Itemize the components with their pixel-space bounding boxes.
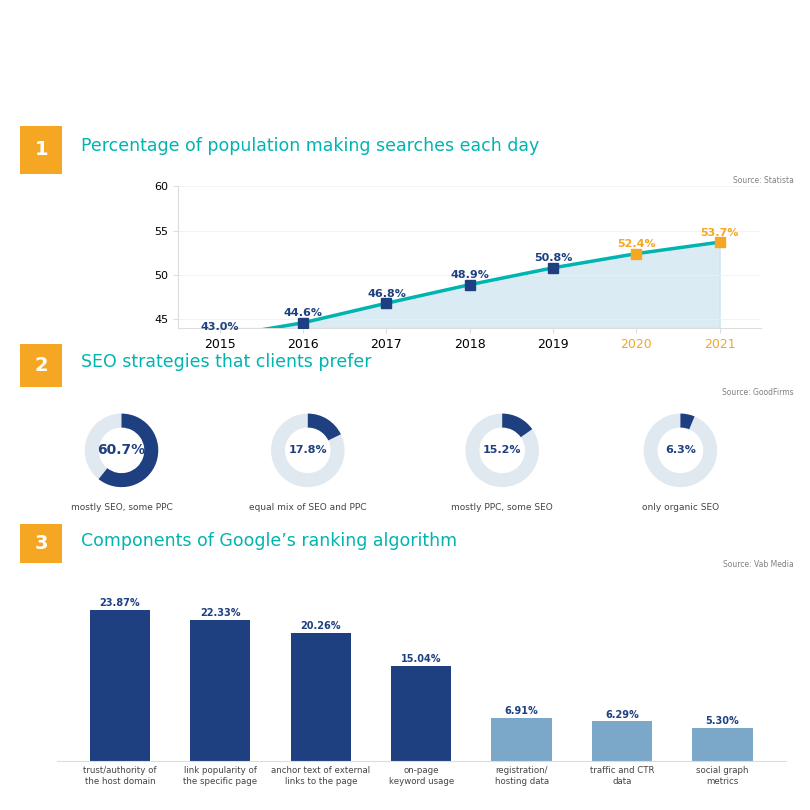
Text: 60.7%: 60.7%: [97, 443, 146, 458]
Text: 3: 3: [35, 534, 48, 553]
Bar: [291, 633, 351, 761]
Text: 52.4%: 52.4%: [617, 239, 656, 249]
Text: 6.29%: 6.29%: [605, 710, 639, 719]
Wedge shape: [85, 414, 158, 487]
Text: Components of Google’s ranking algorithm: Components of Google’s ranking algorithm: [81, 531, 457, 550]
Text: Source: Vab Media: Source: Vab Media: [723, 560, 794, 569]
Bar: [492, 718, 552, 761]
Bar: [190, 620, 250, 761]
Text: 6.91%: 6.91%: [505, 706, 539, 716]
Text: Source: Statista: Source: Statista: [733, 176, 794, 185]
Text: 15.04%: 15.04%: [401, 654, 441, 664]
Wedge shape: [502, 414, 532, 437]
FancyBboxPatch shape: [20, 524, 62, 563]
Text: only organic SEO: only organic SEO: [642, 503, 719, 513]
Text: 50.8%: 50.8%: [534, 254, 573, 263]
Text: 46.8%: 46.8%: [367, 289, 406, 299]
Bar: [391, 666, 451, 761]
Text: REVIEWS FOR BUSINESS: REVIEWS FOR BUSINESS: [595, 71, 688, 80]
FancyBboxPatch shape: [20, 344, 62, 386]
Text: You Should Know: You Should Know: [97, 66, 313, 86]
Text: 15.2%: 15.2%: [483, 446, 522, 455]
Text: 17.8%: 17.8%: [288, 446, 327, 455]
Text: 23.87%: 23.87%: [100, 598, 140, 608]
Bar: [592, 722, 652, 761]
Text: Source: GoodFirms: Source: GoodFirms: [723, 388, 794, 397]
Text: Percentage of population making searches each day: Percentage of population making searches…: [81, 137, 539, 155]
Wedge shape: [680, 414, 694, 429]
Text: Key SEO Statistics: Key SEO Statistics: [97, 23, 327, 44]
Text: 43.0%: 43.0%: [201, 322, 239, 332]
Text: 2: 2: [35, 356, 48, 375]
Text: mostly PPC, some SEO: mostly PPC, some SEO: [451, 503, 553, 513]
Wedge shape: [308, 414, 341, 441]
Text: Online: Online: [698, 28, 757, 46]
Wedge shape: [644, 414, 717, 487]
Text: 1: 1: [35, 140, 48, 160]
Text: mostly SEO, some PPC: mostly SEO, some PPC: [70, 503, 173, 513]
Bar: [693, 727, 752, 761]
Text: 3: 3: [15, 13, 66, 82]
Wedge shape: [271, 414, 344, 487]
Text: SEO strategies that clients prefer: SEO strategies that clients prefer: [81, 352, 372, 371]
FancyBboxPatch shape: [20, 126, 62, 174]
Circle shape: [522, 32, 599, 42]
Wedge shape: [466, 414, 539, 487]
Bar: [90, 610, 150, 761]
Text: 6.3%: 6.3%: [665, 446, 696, 455]
Circle shape: [518, 38, 570, 45]
Text: 48.9%: 48.9%: [450, 271, 489, 280]
Wedge shape: [99, 414, 158, 487]
Text: 5.30%: 5.30%: [706, 716, 740, 726]
Text: equal mix of SEO and PPC: equal mix of SEO and PPC: [249, 503, 367, 513]
Circle shape: [551, 38, 603, 45]
Text: 53.7%: 53.7%: [701, 228, 739, 237]
Text: 22.33%: 22.33%: [200, 608, 241, 618]
Text: 44.6%: 44.6%: [284, 309, 322, 318]
Text: Finances: Finances: [595, 28, 684, 46]
Text: 20.26%: 20.26%: [301, 621, 341, 631]
